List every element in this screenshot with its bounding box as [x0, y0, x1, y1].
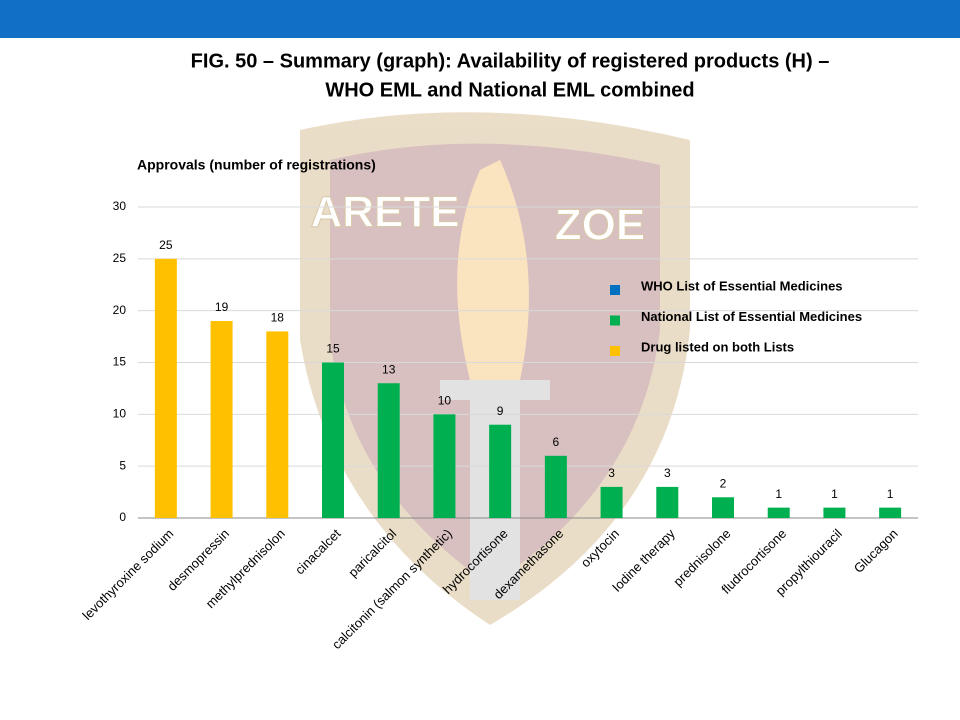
- legend-swatch: [610, 285, 620, 295]
- y-tick-label: 0: [119, 510, 126, 524]
- bar: [266, 331, 289, 518]
- value-label: 10: [438, 394, 452, 408]
- x-tick-label: levothyroxine sodium: [79, 526, 176, 623]
- value-label: 15: [326, 342, 340, 356]
- y-tick-label: 15: [113, 355, 127, 369]
- legend-label: National List of Essential Medicines: [641, 309, 862, 324]
- x-tick-label: cinacalcet: [292, 526, 344, 578]
- value-label: 19: [215, 300, 229, 314]
- chart-title: FIG. 50 – Summary (graph): Availability …: [191, 50, 830, 72]
- legend-label: Drug listed on both Lists: [641, 339, 794, 354]
- value-label: 1: [887, 487, 894, 501]
- bar: [712, 497, 734, 518]
- header-bar: [0, 0, 960, 38]
- y-tick-label: 20: [113, 303, 127, 317]
- bar: [544, 455, 567, 518]
- bar: [433, 414, 456, 518]
- chart-title: WHO EML and National EML combined: [325, 79, 694, 101]
- bar: [489, 424, 512, 518]
- y-axis-label: Approvals (number of registrations): [137, 157, 376, 173]
- bar: [656, 486, 679, 518]
- y-tick-label: 30: [113, 199, 127, 213]
- legend-swatch: [610, 315, 620, 326]
- value-label: 18: [271, 311, 285, 325]
- value-label: 3: [664, 466, 671, 480]
- bar: [377, 383, 400, 518]
- watermark-text: ARETE: [310, 188, 459, 237]
- legend-swatch: [610, 346, 620, 356]
- x-tick-label: paricalcitol: [345, 526, 399, 580]
- value-label: 3: [608, 466, 615, 480]
- bar: [210, 321, 233, 518]
- value-label: 6: [553, 435, 560, 449]
- value-label: 1: [775, 487, 782, 501]
- y-tick-label: 10: [113, 407, 127, 421]
- y-tick-label: 5: [119, 458, 126, 472]
- value-label: 13: [382, 362, 396, 376]
- value-label: 2: [720, 476, 727, 490]
- bar: [823, 507, 846, 518]
- bar: [879, 507, 902, 518]
- bar: [600, 486, 623, 518]
- y-tick-label: 25: [113, 251, 127, 265]
- bar: [322, 362, 344, 518]
- legend-label: WHO List of Essential Medicines: [641, 278, 843, 293]
- bar: [154, 258, 177, 518]
- x-tick-label: calcitonin (salmon synthetic): [329, 526, 455, 652]
- bar: [767, 507, 790, 518]
- value-label: 25: [159, 238, 173, 252]
- value-label: 1: [831, 487, 838, 501]
- x-tick-label: Glucagon: [851, 526, 901, 576]
- value-label: 9: [497, 404, 504, 418]
- watermark-text: ZOE: [555, 201, 645, 250]
